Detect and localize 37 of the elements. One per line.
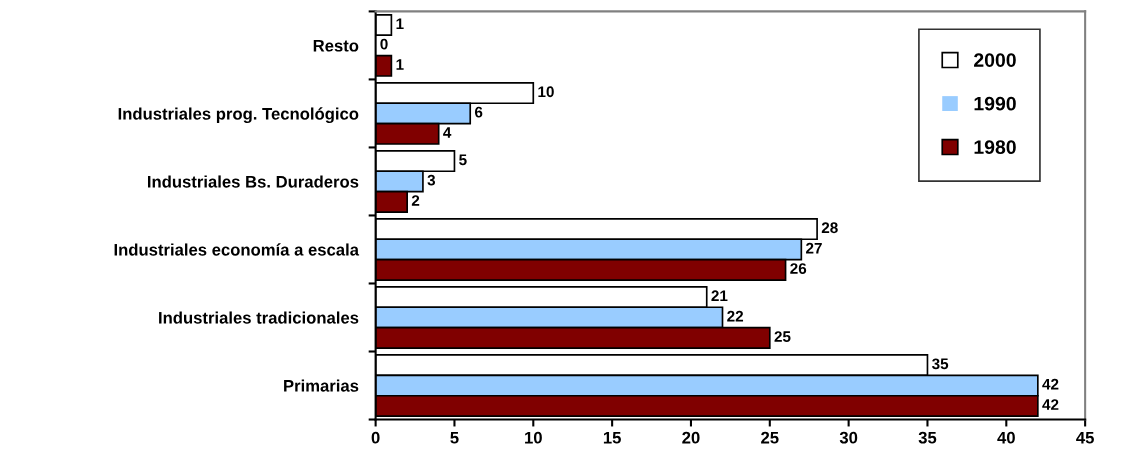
y-tick-label: Resto [313, 39, 359, 52]
x-tick-label: 0 [371, 431, 380, 444]
data-label: 42 [1042, 399, 1059, 410]
y-tick-label: Primarias [284, 379, 359, 392]
x-tick-label: 30 [839, 431, 858, 444]
y-tick-label: Industriales prog. Tecnológico [118, 107, 359, 124]
data-label: 6 [474, 106, 483, 118]
data-label: 42 [1042, 378, 1059, 390]
x-tick-label: 15 [603, 431, 621, 444]
data-label: 2 [411, 195, 420, 206]
y-tick-label: Industriales tradicionales [159, 311, 359, 324]
data-label: 22 [727, 310, 744, 322]
data-label: 1 [396, 59, 404, 70]
x-tick-label: 20 [682, 431, 700, 444]
x-tick-label: 45 [1076, 431, 1094, 444]
legend-label: 2000 [974, 53, 1016, 67]
data-label: 4 [443, 127, 452, 138]
x-tick-label: 25 [761, 431, 779, 444]
data-label: 1 [396, 18, 404, 29]
y-tick-label: Industriales economía a escala [114, 243, 360, 256]
data-label: 25 [774, 331, 791, 342]
data-label: 35 [931, 358, 949, 370]
data-label: 3 [427, 174, 436, 186]
data-label: 0 [380, 38, 388, 50]
legend-label: 1980 [974, 140, 1016, 155]
x-tick-label: 35 [918, 431, 937, 444]
data-label: 26 [790, 263, 807, 274]
data-label: 5 [459, 154, 467, 166]
x-tick-label: 40 [997, 431, 1015, 444]
data-label: 21 [711, 290, 728, 302]
data-label: 10 [538, 86, 554, 98]
data-label: 28 [821, 222, 838, 234]
y-tick-label: Industriales Bs. Duraderos [147, 175, 359, 188]
x-tick-label: 10 [525, 431, 542, 444]
legend-label: 1990 [974, 96, 1016, 111]
data-label: 27 [806, 242, 822, 254]
x-tick-label: 5 [450, 431, 459, 444]
